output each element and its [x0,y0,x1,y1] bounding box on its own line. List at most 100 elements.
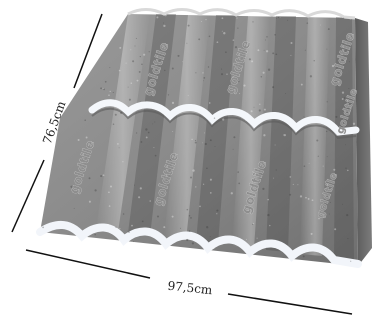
texture-speckle [285,93,286,95]
texture-speckle [347,238,349,240]
texture-speckle [308,162,310,164]
texture-speckle [247,112,249,114]
texture-speckle [189,176,193,179]
texture-speckle [322,165,324,167]
texture-speckle [260,75,263,78]
texture-speckle [88,200,91,203]
texture-speckle [283,133,286,137]
texture-speckle [262,187,265,191]
texture-speckle [300,83,303,86]
texture-speckle [349,107,352,110]
texture-speckle [192,169,195,172]
texture-speckle [112,123,115,125]
texture-speckle [208,102,211,104]
texture-speckle [112,91,114,94]
texture-speckle [132,60,135,63]
texture-speckle [136,79,139,82]
texture-speckle [297,184,299,186]
texture-speckle [274,34,276,36]
texture-speckle [345,167,347,169]
texture-speckle [187,94,189,96]
texture-speckle [42,226,44,229]
texture-speckle [220,110,222,113]
texture-speckle [259,103,261,105]
texture-speckle [230,192,233,195]
texture-speckle [237,27,239,29]
texture-speckle [324,181,327,183]
texture-speckle [145,136,148,139]
texture-speckle [335,115,338,118]
texture-speckle [170,158,172,160]
texture-speckle [172,131,174,133]
texture-speckle [143,53,146,56]
corrugation-ridges [96,14,330,256]
texture-speckle [350,131,352,133]
texture-speckle [283,134,285,136]
bottom-edge-wave [36,221,362,268]
texture-speckle [108,205,111,207]
texture-speckle [343,97,346,99]
texture-speckle [140,141,143,143]
texture-speckle [320,24,321,26]
texture-speckle [220,73,224,76]
texture-speckle [85,136,88,139]
sheet-side-edge [355,18,372,266]
texture-speckle [154,154,157,157]
texture-speckle [167,94,170,96]
texture-speckle [94,189,97,192]
texture-speckle [311,199,314,202]
texture-speckle [201,21,202,23]
texture-speckle [221,17,224,20]
corrugation-shadows [128,14,354,262]
texture-speckle [125,62,127,64]
texture-speckle [70,185,73,188]
texture-speckle [202,183,205,185]
texture-speckle [232,148,234,150]
texture-speckle [232,39,235,41]
texture-speckle [225,111,228,114]
middle-step-wave [88,99,360,136]
texture-speckle [217,111,219,113]
texture-speckle [292,183,294,185]
texture-speckle [309,75,313,78]
texture-speckle [131,224,133,227]
texture-speckle [119,46,122,49]
texture-speckle [108,191,110,194]
texture-speckle [206,167,208,170]
texture-speckle [347,169,349,172]
texture-speckle [190,217,192,219]
texture-speckle [341,91,345,94]
texture-speckle [230,114,232,116]
texture-speckle [348,88,350,89]
texture-speckle [252,171,254,173]
texture-speckle [171,215,174,218]
texture-speckle [275,169,277,171]
texture-speckle [274,240,276,242]
texture-speckle [232,76,235,79]
texture-speckle [114,113,117,116]
texture-speckle [148,82,150,84]
texture-speckle [139,55,141,58]
texture-speckle [203,80,204,82]
texture-speckle [164,14,167,17]
texture-speckle [262,71,265,74]
texture-speckle [346,213,349,217]
texture-speckle [177,54,180,57]
texture-speckle [326,156,328,158]
texture-speckle [303,116,305,118]
texture-speckle [186,208,189,211]
texture-speckle [120,111,123,115]
texture-speckle [171,67,174,70]
texture-speckle [188,215,191,217]
texture-speckle [191,242,195,245]
texture-speckle [102,174,105,177]
width-dimension-label: 97,5cm [167,279,214,298]
texture-speckle [119,228,121,230]
texture-speckle [236,17,238,19]
texture-speckle [256,237,258,239]
texture-speckle [320,117,322,120]
texture-speckle [199,205,201,208]
texture-speckle [135,132,138,134]
texture-speckle [163,22,165,24]
texture-speckle [267,198,269,201]
